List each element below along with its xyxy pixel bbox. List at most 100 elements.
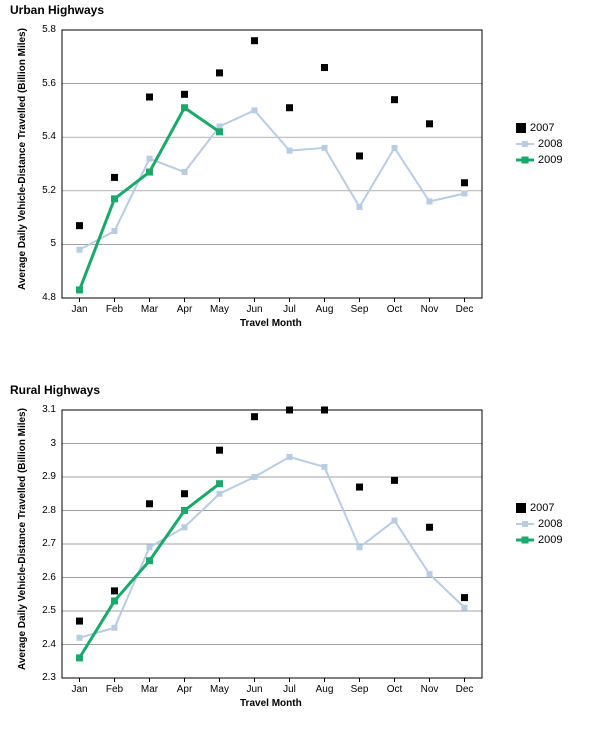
series-marker-2007 (321, 64, 328, 71)
y-tick-label: 4.8 (28, 292, 56, 303)
series-marker-2008 (147, 544, 153, 550)
series-marker-2009 (76, 286, 83, 293)
x-tick-label: Jun (246, 304, 262, 315)
series-marker-2008 (112, 228, 118, 234)
series-marker-2008 (252, 107, 258, 113)
x-axis-title: Travel Month (240, 318, 302, 329)
series-marker-2009 (216, 480, 223, 487)
legend-item: 2008 (516, 516, 562, 532)
x-tick-label: Jul (283, 304, 296, 315)
legend: 2007 2008 2009 (516, 120, 562, 168)
x-tick-label: Dec (456, 304, 474, 315)
x-tick-label: Feb (106, 304, 123, 315)
series-marker-2009 (181, 104, 188, 111)
legend-swatch-line (516, 519, 534, 529)
series-marker-2009 (76, 654, 83, 661)
series-marker-2007 (391, 96, 398, 103)
series-marker-2008 (77, 635, 83, 641)
x-tick-label: Aug (316, 304, 334, 315)
x-tick-label: Sep (351, 304, 369, 315)
series-marker-2007 (426, 120, 433, 127)
x-tick-label: Jun (246, 684, 262, 695)
x-tick-label: Oct (387, 684, 403, 695)
series-marker-2008 (287, 454, 293, 460)
series-marker-2007 (146, 500, 153, 507)
series-marker-2007 (111, 174, 118, 181)
x-tick-label: Aug (316, 684, 334, 695)
x-tick-label: Oct (387, 304, 403, 315)
series-marker-2007 (251, 413, 258, 420)
legend-swatch-square (516, 123, 526, 133)
x-tick-label: May (210, 304, 229, 315)
series-marker-2008 (427, 571, 433, 577)
series-marker-2008 (462, 190, 468, 196)
series-marker-2009 (216, 128, 223, 135)
series-marker-2008 (147, 156, 153, 162)
series-marker-2008 (392, 145, 398, 151)
y-tick-label: 2.6 (28, 572, 56, 583)
series-marker-2007 (111, 587, 118, 594)
y-axis-title: Average Daily Vehicle-Distance Travelled… (17, 408, 28, 670)
series-marker-2007 (461, 594, 468, 601)
legend: 2007 20082009 (516, 500, 562, 548)
plot-area (62, 410, 482, 678)
series-marker-2008 (182, 524, 188, 530)
y-tick-label: 2.5 (28, 605, 56, 616)
x-tick-label: Nov (421, 684, 439, 695)
legend-item: 2009 (516, 532, 562, 548)
series-marker-2008 (357, 544, 363, 550)
series-marker-2007 (391, 477, 398, 484)
x-tick-label: Jan (71, 684, 87, 695)
series-marker-2007 (146, 94, 153, 101)
series-marker-2007 (321, 407, 328, 414)
series-marker-2007 (286, 104, 293, 111)
series-marker-2008 (462, 605, 468, 611)
x-tick-label: Mar (141, 684, 158, 695)
legend-label: 2007 (530, 502, 554, 514)
y-tick-label: 5.8 (28, 24, 56, 35)
legend-label: 2008 (538, 138, 562, 150)
plot-area (62, 30, 482, 298)
series-marker-2008 (427, 199, 433, 205)
series-marker-2008 (252, 474, 258, 480)
series-marker-2009 (111, 195, 118, 202)
series-marker-2008 (322, 464, 328, 470)
series-marker-2007 (216, 69, 223, 76)
x-tick-label: May (210, 684, 229, 695)
series-marker-2007 (356, 484, 363, 491)
y-tick-label: 5.2 (28, 185, 56, 196)
series-marker-2007 (76, 618, 83, 625)
series-marker-2007 (286, 407, 293, 414)
series-marker-2007 (356, 152, 363, 159)
x-tick-label: Nov (421, 304, 439, 315)
series-line-2009 (80, 108, 220, 290)
x-axis-title: Travel Month (240, 698, 302, 709)
chart-urban: Urban Highways4.855.25.45.65.8JanFebMarA… (0, 0, 590, 358)
series-marker-2007 (216, 447, 223, 454)
legend-swatch-line (516, 155, 534, 165)
legend-swatch-square (516, 503, 526, 513)
chart-rural: Rural Highways2.32.42.52.62.72.82.933.1J… (0, 380, 590, 738)
legend-item: 2008 (516, 136, 562, 152)
x-tick-label: Mar (141, 304, 158, 315)
legend-item: 2009 (516, 152, 562, 168)
y-tick-label: 5.4 (28, 131, 56, 142)
legend-item: 2007 (516, 500, 562, 516)
x-tick-label: Jan (71, 304, 87, 315)
series-marker-2008 (217, 491, 223, 497)
series-marker-2007 (461, 179, 468, 186)
y-tick-label: 2.3 (28, 672, 56, 683)
legend-label: 2007 (530, 122, 554, 134)
y-tick-label: 2.8 (28, 505, 56, 516)
y-axis-title: Average Daily Vehicle-Distance Travelled… (17, 28, 28, 290)
series-marker-2008 (182, 169, 188, 175)
y-tick-label: 3.1 (28, 404, 56, 415)
x-tick-label: Apr (177, 304, 193, 315)
legend-label: 2009 (538, 154, 562, 166)
y-tick-label: 2.4 (28, 639, 56, 650)
series-marker-2008 (392, 518, 398, 524)
series-marker-2009 (111, 597, 118, 604)
series-marker-2009 (146, 557, 153, 564)
x-tick-label: Dec (456, 684, 474, 695)
series-marker-2009 (146, 169, 153, 176)
